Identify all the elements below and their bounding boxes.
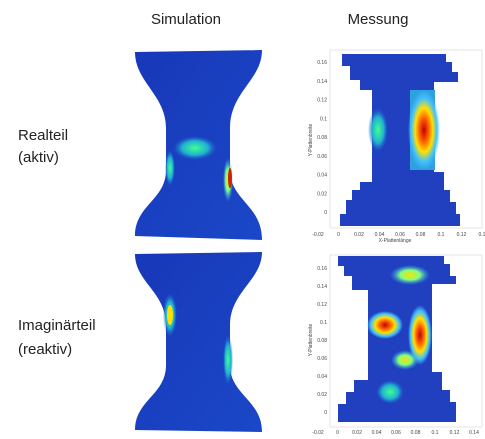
figure: Simulation Messung Realteil (aktiv) Imag… [0,0,485,439]
y-tick-label: 0.06 [317,154,327,160]
x-tick-label: 0.1 [432,430,439,436]
y-tick-label: 0 [324,210,327,216]
y-tick-label: 0.04 [317,374,327,380]
y-tick-label: 0.1 [320,320,327,326]
x-tick-label: 0.02 [354,232,364,238]
row-label: (aktiv) [18,149,59,166]
measurement-image [330,50,482,228]
y-tick-label: 0.02 [317,392,327,398]
y-tick-label: 0.14 [317,79,327,85]
y-tick-label: 0.16 [317,60,327,66]
x-tick-label: 0.04 [372,430,382,436]
y-tick-label: 0.08 [317,135,327,141]
x-axis-label: X-Plattenlänge [379,238,412,244]
measurement-image [330,255,482,427]
y-tick-label: 0.12 [317,302,327,308]
x-tick-label: 0.1 [479,232,485,238]
y-tick-label: 0.02 [317,191,327,197]
y-tick-label: 0.08 [317,338,327,344]
x-tick-label: 0.08 [411,430,421,436]
row-label: (reaktiv) [18,341,72,358]
simulation-image [135,252,262,432]
x-tick-label: 0.08 [416,232,426,238]
x-tick-label: 0.12 [457,232,467,238]
y-tick-label: 0.1 [320,116,327,122]
x-tick-label: 0 [336,430,339,436]
x-tick-label: 0 [337,232,340,238]
simulation-image [135,50,262,240]
x-tick-label: -0.02 [312,232,324,238]
row-label: Realteil [18,127,68,144]
y-axis-label: Y-Plattenbreite [308,123,314,156]
y-tick-label: 0.12 [317,98,327,104]
y-tick-label: 0.14 [317,284,327,290]
column-title: Messung [348,11,409,28]
y-tick-label: 0.04 [317,173,327,179]
y-tick-label: 0.06 [317,356,327,362]
x-tick-label: 0.1 [438,232,445,238]
x-tick-label: 0.14 [469,430,479,436]
y-tick-label: 0.16 [317,266,327,272]
x-tick-label: 0.12 [450,430,460,436]
column-title: Simulation [151,11,221,28]
row-label: Imaginärteil [18,317,96,334]
x-tick-label: 0.06 [391,430,401,436]
y-axis-label: Y-Plattenbreite [308,323,314,356]
x-tick-label: 0.02 [352,430,362,436]
x-tick-label: -0.02 [312,430,324,436]
y-tick-label: 0 [324,410,327,416]
